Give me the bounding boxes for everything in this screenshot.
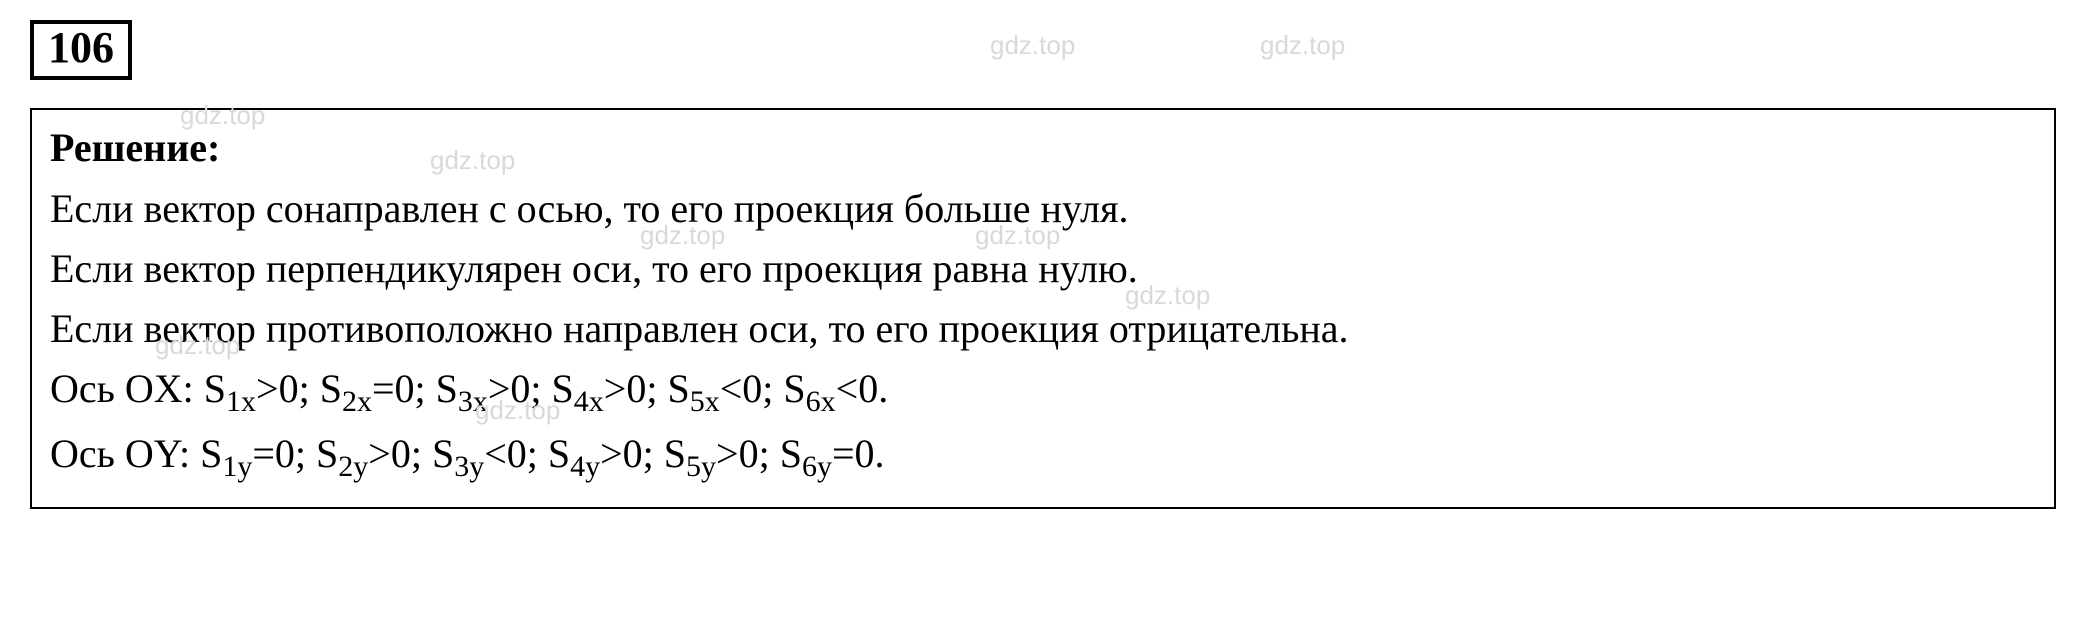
term-relation: >0; [716, 431, 780, 476]
term-relation: <0; [484, 431, 548, 476]
problem-number-box: 106 [30, 20, 132, 80]
term-base: S [548, 431, 570, 476]
term-relation: =0; [372, 366, 436, 411]
term-subscript: 4x [574, 385, 604, 418]
axis-ox-label: Ось OX: [50, 366, 204, 411]
axis-ox-line: Ось OX: S1x>0; S2x=0; S3x>0; S4x>0; S5x<… [50, 359, 2036, 424]
watermark: gdz.top [1260, 30, 1345, 61]
term-relation: <0; [720, 366, 784, 411]
solution-box: Решение: Если вектор сонаправлен с осью,… [30, 108, 2056, 509]
term-subscript: 6y [802, 450, 832, 483]
axis-oy-label: Ось OY: [50, 431, 200, 476]
term-relation: >0; [488, 366, 552, 411]
term-relation: <0. [836, 366, 889, 411]
term-subscript: 4y [570, 450, 600, 483]
term-base: S [436, 366, 458, 411]
term-base: S [667, 366, 689, 411]
term-subscript: 5x [690, 385, 720, 418]
term-subscript: 5y [686, 450, 716, 483]
problem-number: 106 [48, 23, 114, 72]
term-relation: =0. [832, 431, 885, 476]
term-relation: =0; [252, 431, 316, 476]
term-subscript: 1y [222, 450, 252, 483]
term-base: S [204, 366, 226, 411]
term-relation: >0; [256, 366, 320, 411]
solution-line-2: Если вектор перпендикулярен оси, то его … [50, 239, 2036, 299]
axis-oy-values: S1y=0; S2y>0; S3y<0; S4y>0; S5y>0; S6y=0… [200, 431, 884, 476]
term-subscript: 3y [454, 450, 484, 483]
axis-oy-line: Ось OY: S1y=0; S2y>0; S3y<0; S4y>0; S5y>… [50, 424, 2036, 489]
term-subscript: 2y [338, 450, 368, 483]
term-base: S [320, 366, 342, 411]
term-base: S [200, 431, 222, 476]
term-base: S [432, 431, 454, 476]
solution-heading: Решение: [50, 124, 2036, 171]
axis-ox-values: S1x>0; S2x=0; S3x>0; S4x>0; S5x<0; S6x<0… [204, 366, 888, 411]
term-subscript: 3x [458, 385, 488, 418]
term-base: S [664, 431, 686, 476]
term-subscript: 6x [806, 385, 836, 418]
term-relation: >0; [600, 431, 664, 476]
term-base: S [552, 366, 574, 411]
term-relation: >0; [604, 366, 668, 411]
term-subscript: 1x [226, 385, 256, 418]
solution-line-3: Если вектор противоположно направлен оси… [50, 299, 2036, 359]
term-base: S [783, 366, 805, 411]
term-base: S [316, 431, 338, 476]
term-subscript: 2x [342, 385, 372, 418]
solution-line-1: Если вектор сонаправлен с осью, то его п… [50, 179, 2036, 239]
term-relation: >0; [368, 431, 432, 476]
term-base: S [780, 431, 802, 476]
watermark: gdz.top [990, 30, 1075, 61]
